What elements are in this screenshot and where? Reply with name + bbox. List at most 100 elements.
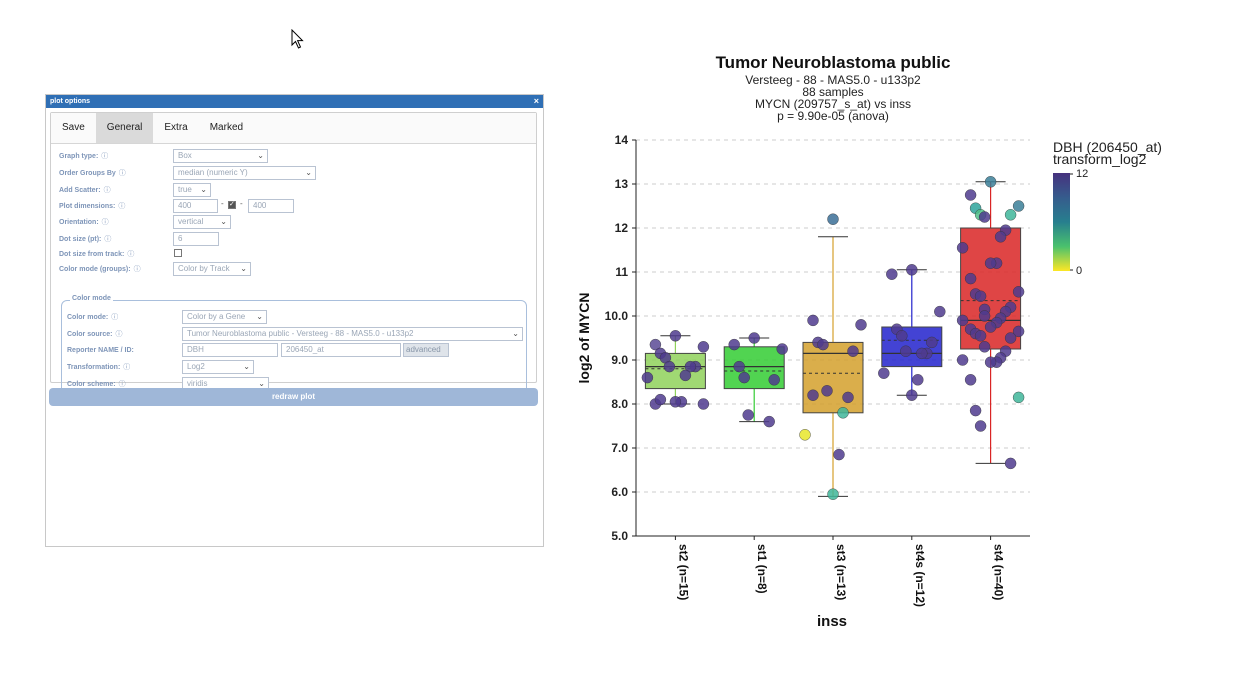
orientation-label: Orientation:	[59, 219, 99, 226]
graph-type-label: Graph type:	[59, 153, 99, 160]
dot-size-label: Dot size (pt):	[59, 236, 102, 243]
transformation-select[interactable]: Log2 ⌄	[182, 360, 254, 374]
data-point	[663, 360, 676, 373]
data-point	[994, 231, 1007, 243]
color-mode-groups-select[interactable]: Color by Track ⌄	[173, 262, 251, 276]
legend-min-label: 0	[1076, 265, 1082, 277]
data-point	[827, 488, 839, 500]
transformation-row: Transformation: ⓘ	[67, 360, 182, 374]
data-point	[833, 448, 845, 461]
color-mode-groups-label: Color mode (groups):	[59, 266, 131, 273]
info-icon[interactable]: ⓘ	[118, 381, 126, 388]
data-point	[956, 242, 969, 254]
y-tick-label: 7.0	[611, 441, 628, 455]
box-plot-chart: Tumor Neuroblastoma public Versteeg - 88…	[576, 53, 1162, 630]
chevron-down-icon: ⌄	[240, 264, 247, 273]
x-tick-label: st4 (n=40)	[992, 544, 1006, 600]
info-icon[interactable]: ⓘ	[103, 187, 111, 194]
info-icon[interactable]: ⓘ	[101, 219, 109, 226]
order-groups-label: Order Groups By	[59, 170, 116, 177]
data-point	[1004, 332, 1017, 344]
advanced-button[interactable]: advanced	[403, 343, 449, 357]
data-point	[974, 420, 987, 432]
chevron-down-icon: ⌄	[200, 185, 207, 194]
order-groups-select[interactable]: median (numeric Y) ⌄	[173, 166, 316, 180]
data-point	[969, 404, 982, 417]
graph-type-select[interactable]: Box ⌄	[173, 149, 268, 163]
info-icon[interactable]: ⓘ	[111, 314, 119, 321]
color-legend-bar	[1053, 173, 1070, 271]
data-point	[679, 369, 692, 382]
color-mode-label: Color mode:	[67, 314, 109, 321]
dialog-title: plot options	[50, 98, 91, 105]
reporter-name-input[interactable]: DBH	[182, 343, 278, 357]
data-point	[984, 176, 997, 188]
data-point	[847, 345, 859, 357]
color-mode-row: Color mode: ⓘ	[67, 310, 182, 324]
data-point	[964, 189, 977, 201]
orientation-select[interactable]: vertical ⌄	[173, 215, 231, 229]
data-point	[1012, 325, 1025, 338]
dot-size-track-label: Dot size from track:	[59, 251, 125, 258]
chart-title: Tumor Neuroblastoma public	[716, 53, 951, 72]
plot-width-input[interactable]: 400	[173, 199, 218, 213]
data-point	[964, 272, 977, 285]
info-icon[interactable]: ⓘ	[118, 170, 126, 177]
y-tick-label: 12	[615, 221, 629, 235]
chart-subtitle-line: MYCN (209757_s_at) vs inss	[755, 97, 911, 111]
x-tick-label: st4s (n=12)	[913, 544, 927, 607]
tab-save[interactable]: Save	[62, 122, 85, 133]
data-point	[896, 330, 908, 342]
info-icon[interactable]: ⓘ	[115, 331, 123, 338]
dot-size-row: Dot size (pt): ⓘ	[59, 232, 174, 246]
data-point	[649, 338, 662, 351]
info-icon[interactable]: ⓘ	[104, 236, 112, 243]
data-point	[842, 391, 854, 404]
chart-subtitle-line: 88 samples	[802, 85, 863, 99]
data-point	[978, 310, 991, 322]
data-point	[964, 374, 977, 386]
dot-size-input[interactable]: 6	[173, 232, 219, 246]
data-point	[697, 398, 710, 410]
data-point	[697, 341, 710, 353]
add-scatter-select[interactable]: true ⌄	[173, 183, 211, 197]
data-point	[807, 314, 819, 327]
color-source-label: Color source:	[67, 331, 113, 338]
orientation-row: Orientation: ⓘ	[59, 215, 174, 229]
color-source-select[interactable]: Tumor Neuroblastoma public - Versteeg - …	[182, 327, 523, 341]
data-point	[916, 347, 928, 360]
data-point	[906, 264, 918, 276]
close-icon[interactable]: ×	[533, 96, 539, 106]
data-point	[855, 319, 867, 331]
order-groups-row: Order Groups By ⓘ	[59, 166, 174, 180]
color-mode-select[interactable]: Color by a Gene ⌄	[182, 310, 267, 324]
plot-height-input[interactable]: 400	[248, 199, 294, 213]
plot-dimensions-row: Plot dimensions: ⓘ	[59, 199, 174, 213]
data-point	[956, 354, 969, 366]
data-point	[733, 360, 745, 373]
lock-aspect-checkbox[interactable]	[228, 200, 236, 209]
tab-marked[interactable]: Marked	[209, 122, 244, 133]
tab-general[interactable]: General	[95, 113, 154, 143]
chart-subtitle-line: Versteeg - 88 - MAS5.0 - u133p2	[745, 73, 921, 87]
redraw-plot-button[interactable]: redraw plot	[49, 388, 538, 406]
data-point	[956, 314, 969, 327]
boxes-layer	[644, 181, 1022, 497]
reporter-id-input[interactable]: 206450_at	[281, 343, 401, 357]
data-point	[886, 268, 898, 280]
info-icon[interactable]: ⓘ	[123, 364, 131, 371]
tab-extra[interactable]: Extra	[164, 122, 188, 133]
info-icon[interactable]: ⓘ	[133, 266, 141, 273]
data-point	[984, 321, 997, 333]
y-tick-label: 8.0	[611, 397, 628, 411]
dialog-titlebar[interactable]: plot options ×	[46, 95, 543, 108]
info-icon[interactable]: ⓘ	[127, 251, 135, 258]
info-icon[interactable]: ⓘ	[101, 153, 109, 160]
y-tick-label: 5.0	[611, 529, 628, 543]
y-tick-label: 14	[615, 133, 629, 147]
data-point	[978, 341, 991, 353]
chevron-down-icon: ⌄	[220, 217, 227, 226]
data-point	[807, 389, 819, 401]
dot-size-track-checkbox[interactable]	[174, 249, 182, 257]
info-icon[interactable]: ⓘ	[118, 203, 126, 210]
